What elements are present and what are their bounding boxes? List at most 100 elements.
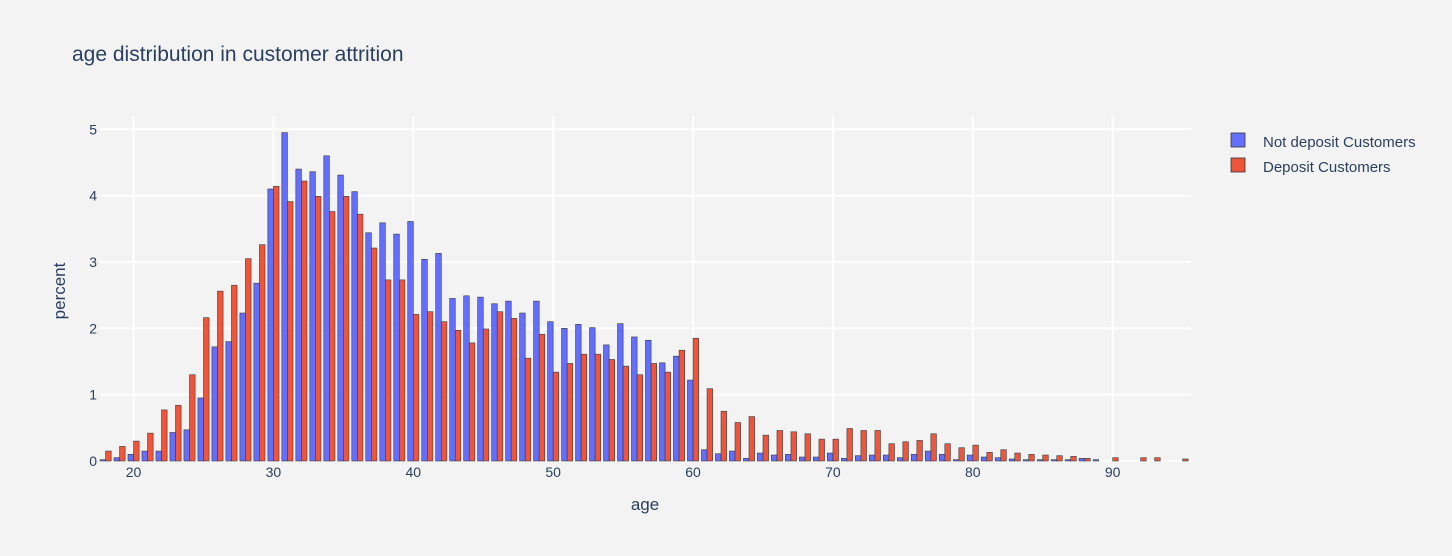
bar-not-deposit xyxy=(379,222,386,462)
bar-not-deposit xyxy=(575,324,582,462)
bar-deposit xyxy=(832,438,839,462)
bar-not-deposit xyxy=(463,295,470,462)
bar-deposit xyxy=(1042,454,1049,462)
bar-not-deposit xyxy=(351,191,358,462)
bar-deposit xyxy=(902,441,909,462)
bar-deposit xyxy=(147,432,154,462)
bar-not-deposit xyxy=(1022,459,1030,462)
bar-not-deposit xyxy=(799,456,806,462)
bar-deposit xyxy=(1154,457,1161,462)
bar-deposit xyxy=(1140,457,1147,462)
bar-deposit xyxy=(552,371,560,462)
bar-not-deposit xyxy=(169,432,176,462)
bar-deposit xyxy=(119,446,126,462)
bar-not-deposit xyxy=(393,233,400,462)
bar-not-deposit xyxy=(491,303,498,462)
ticks-layer: 0 1 2 3 4 5 20 30 40 50 60 70 80 90 xyxy=(89,121,1120,480)
bar-deposit xyxy=(580,353,588,462)
bar-deposit xyxy=(622,365,630,462)
bar-deposit xyxy=(706,388,713,462)
bar-deposit xyxy=(496,311,504,462)
bar-deposit xyxy=(329,211,336,462)
bar-deposit xyxy=(1070,456,1077,462)
bar-not-deposit xyxy=(701,449,708,462)
bar-deposit xyxy=(944,443,951,462)
bar-deposit xyxy=(454,329,462,462)
bar-deposit xyxy=(664,371,671,462)
x-tick-label: 70 xyxy=(825,464,841,480)
bar-deposit xyxy=(1182,458,1189,462)
bar-deposit xyxy=(1084,458,1091,462)
bar-not-deposit xyxy=(896,457,904,462)
bar-not-deposit xyxy=(113,457,120,462)
bar-not-deposit xyxy=(225,341,232,462)
bar-not-deposit xyxy=(435,253,442,462)
legend-item-not-deposit[interactable]: Not deposit Customers xyxy=(1230,132,1416,151)
bar-not-deposit xyxy=(1008,458,1016,462)
bar-deposit xyxy=(133,440,140,462)
bar-not-deposit xyxy=(561,328,568,462)
bar-not-deposit xyxy=(211,346,218,462)
x-tick-label: 30 xyxy=(266,464,282,480)
bar-deposit xyxy=(413,314,420,462)
x-tick-label: 90 xyxy=(1105,464,1121,480)
bar-deposit xyxy=(888,443,895,462)
bar-deposit xyxy=(874,430,881,462)
bar-deposit xyxy=(846,428,853,462)
bar-not-deposit xyxy=(729,450,736,462)
bar-not-deposit xyxy=(281,132,288,462)
bar-deposit xyxy=(748,416,755,462)
bar-not-deposit xyxy=(882,454,890,462)
bar-deposit xyxy=(972,444,979,462)
bar-deposit xyxy=(594,353,602,462)
x-tick-label: 40 xyxy=(406,464,422,480)
legend-swatch-not-deposit xyxy=(1230,132,1246,148)
bar-not-deposit xyxy=(1050,459,1058,462)
legend-item-deposit[interactable]: Deposit Customers xyxy=(1230,157,1391,176)
bar-not-deposit xyxy=(631,336,638,462)
bar-not-deposit xyxy=(365,232,372,462)
bar-not-deposit xyxy=(407,221,414,462)
bar-not-deposit xyxy=(505,300,512,462)
bar-deposit xyxy=(986,452,993,462)
bar-deposit xyxy=(538,333,546,462)
bar-deposit xyxy=(818,438,825,462)
bar-deposit xyxy=(916,440,923,462)
chart-title: age distribution in customer attrition xyxy=(72,43,404,66)
bar-not-deposit xyxy=(323,155,330,462)
bar-not-deposit xyxy=(617,323,624,462)
bar-not-deposit xyxy=(253,282,260,462)
bar-deposit xyxy=(692,337,699,462)
bar-not-deposit xyxy=(673,355,680,462)
bar-deposit xyxy=(259,244,266,462)
bar-deposit xyxy=(343,195,350,462)
bar-not-deposit xyxy=(966,454,974,462)
bar-not-deposit xyxy=(99,459,106,462)
bar-not-deposit xyxy=(1092,459,1099,462)
bar-deposit xyxy=(301,180,308,462)
bar-deposit xyxy=(734,422,741,462)
legend-label-deposit: Deposit Customers xyxy=(1263,159,1391,176)
bar-not-deposit xyxy=(155,450,162,462)
bar-deposit xyxy=(1000,449,1007,462)
bar-deposit xyxy=(287,201,294,462)
x-axis-title: age xyxy=(631,495,659,514)
bar-deposit xyxy=(231,284,238,462)
bar-deposit xyxy=(524,357,532,462)
y-tick-label: 0 xyxy=(89,453,97,469)
bar-deposit xyxy=(217,290,224,462)
y-tick-label: 3 xyxy=(89,254,97,270)
y-axis-title: percent xyxy=(50,262,69,319)
bar-not-deposit xyxy=(757,452,764,462)
bar-deposit xyxy=(399,279,406,462)
legend: Not deposit Customers Deposit Customers xyxy=(1230,132,1416,176)
bar-not-deposit xyxy=(771,454,778,462)
bar-deposit xyxy=(468,342,476,462)
bar-not-deposit xyxy=(1036,459,1044,462)
x-tick-label: 60 xyxy=(685,464,701,480)
bar-deposit xyxy=(762,434,769,462)
bar-not-deposit xyxy=(295,168,302,462)
bar-not-deposit xyxy=(141,450,148,462)
